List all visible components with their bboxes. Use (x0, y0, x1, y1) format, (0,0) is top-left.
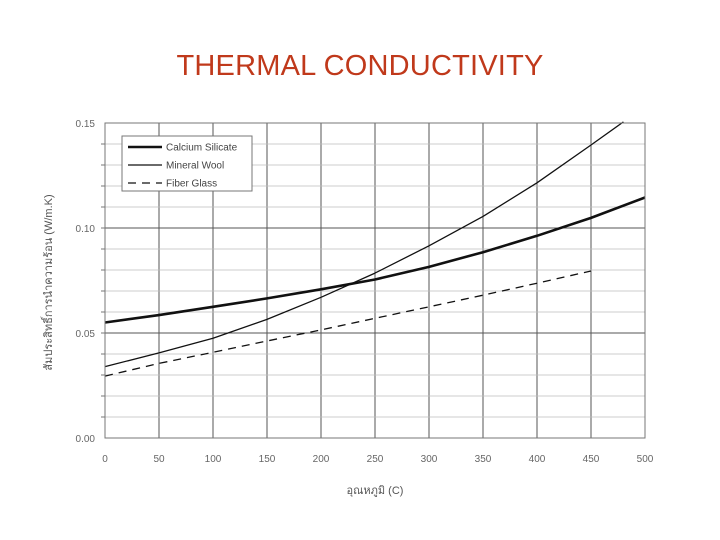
y-tick-label: 0.10 (76, 224, 96, 235)
legend-label-mineral-wool: Mineral Wool (166, 161, 224, 172)
x-tick-label: 300 (421, 454, 438, 465)
y-tick-label: 0.05 (76, 329, 96, 340)
x-tick-label: 350 (475, 454, 492, 465)
x-tick-label: 450 (583, 454, 600, 465)
tick-labels: 0 50 100 150 200 250 300 350 400 450 500 0.00 0.05 0.… (76, 119, 654, 465)
legend-box (121, 135, 253, 192)
x-tick-label: 150 (259, 454, 276, 465)
series-lines (104, 121, 646, 377)
plot-frame (104, 122, 646, 439)
legend-label-fiber-glass: Fiber Glass (166, 179, 217, 190)
x-tick-label: 50 (153, 454, 165, 465)
x-tick-label: 200 (313, 454, 330, 465)
y-tick-label: 0.00 (76, 434, 96, 445)
y-tick-label: 0.15 (76, 119, 96, 130)
legend-label-calcium-silicate: Calcium Silicate (166, 143, 238, 154)
y-axis-label: สัมประสิทธิ์การนำความร้อน (W/m.K) (40, 194, 55, 370)
grid (101, 123, 645, 438)
legend: Calcium Silicate Mineral Wool Fiber Glass (121, 135, 253, 192)
x-axis-label: อุณหภูมิ (C) (347, 485, 404, 497)
x-tick-label: 250 (367, 454, 384, 465)
x-tick-label: 100 (205, 454, 222, 465)
series-line-calcium-silicate (104, 196, 646, 324)
series-line-fiber-glass (104, 270, 592, 377)
x-tick-label: 500 (637, 454, 654, 465)
series-line-mineral-wool (104, 121, 624, 368)
x-tick-label: 0 (102, 454, 108, 465)
slide-title: THERMAL CONDUCTIVITY (176, 50, 544, 82)
x-tick-label: 400 (529, 454, 546, 465)
